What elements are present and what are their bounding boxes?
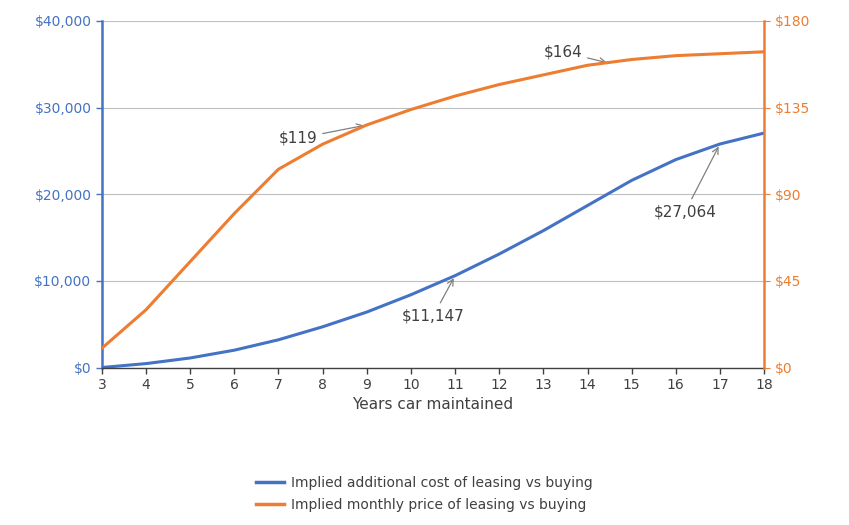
- Text: $27,064: $27,064: [654, 148, 718, 219]
- Legend: Implied additional cost of leasing vs buying, Implied monthly price of leasing v: Implied additional cost of leasing vs bu…: [250, 470, 599, 518]
- Text: $11,147: $11,147: [402, 279, 465, 323]
- Text: $119: $119: [278, 124, 363, 146]
- Text: $164: $164: [543, 44, 605, 64]
- X-axis label: Years car maintained: Years car maintained: [352, 397, 514, 413]
